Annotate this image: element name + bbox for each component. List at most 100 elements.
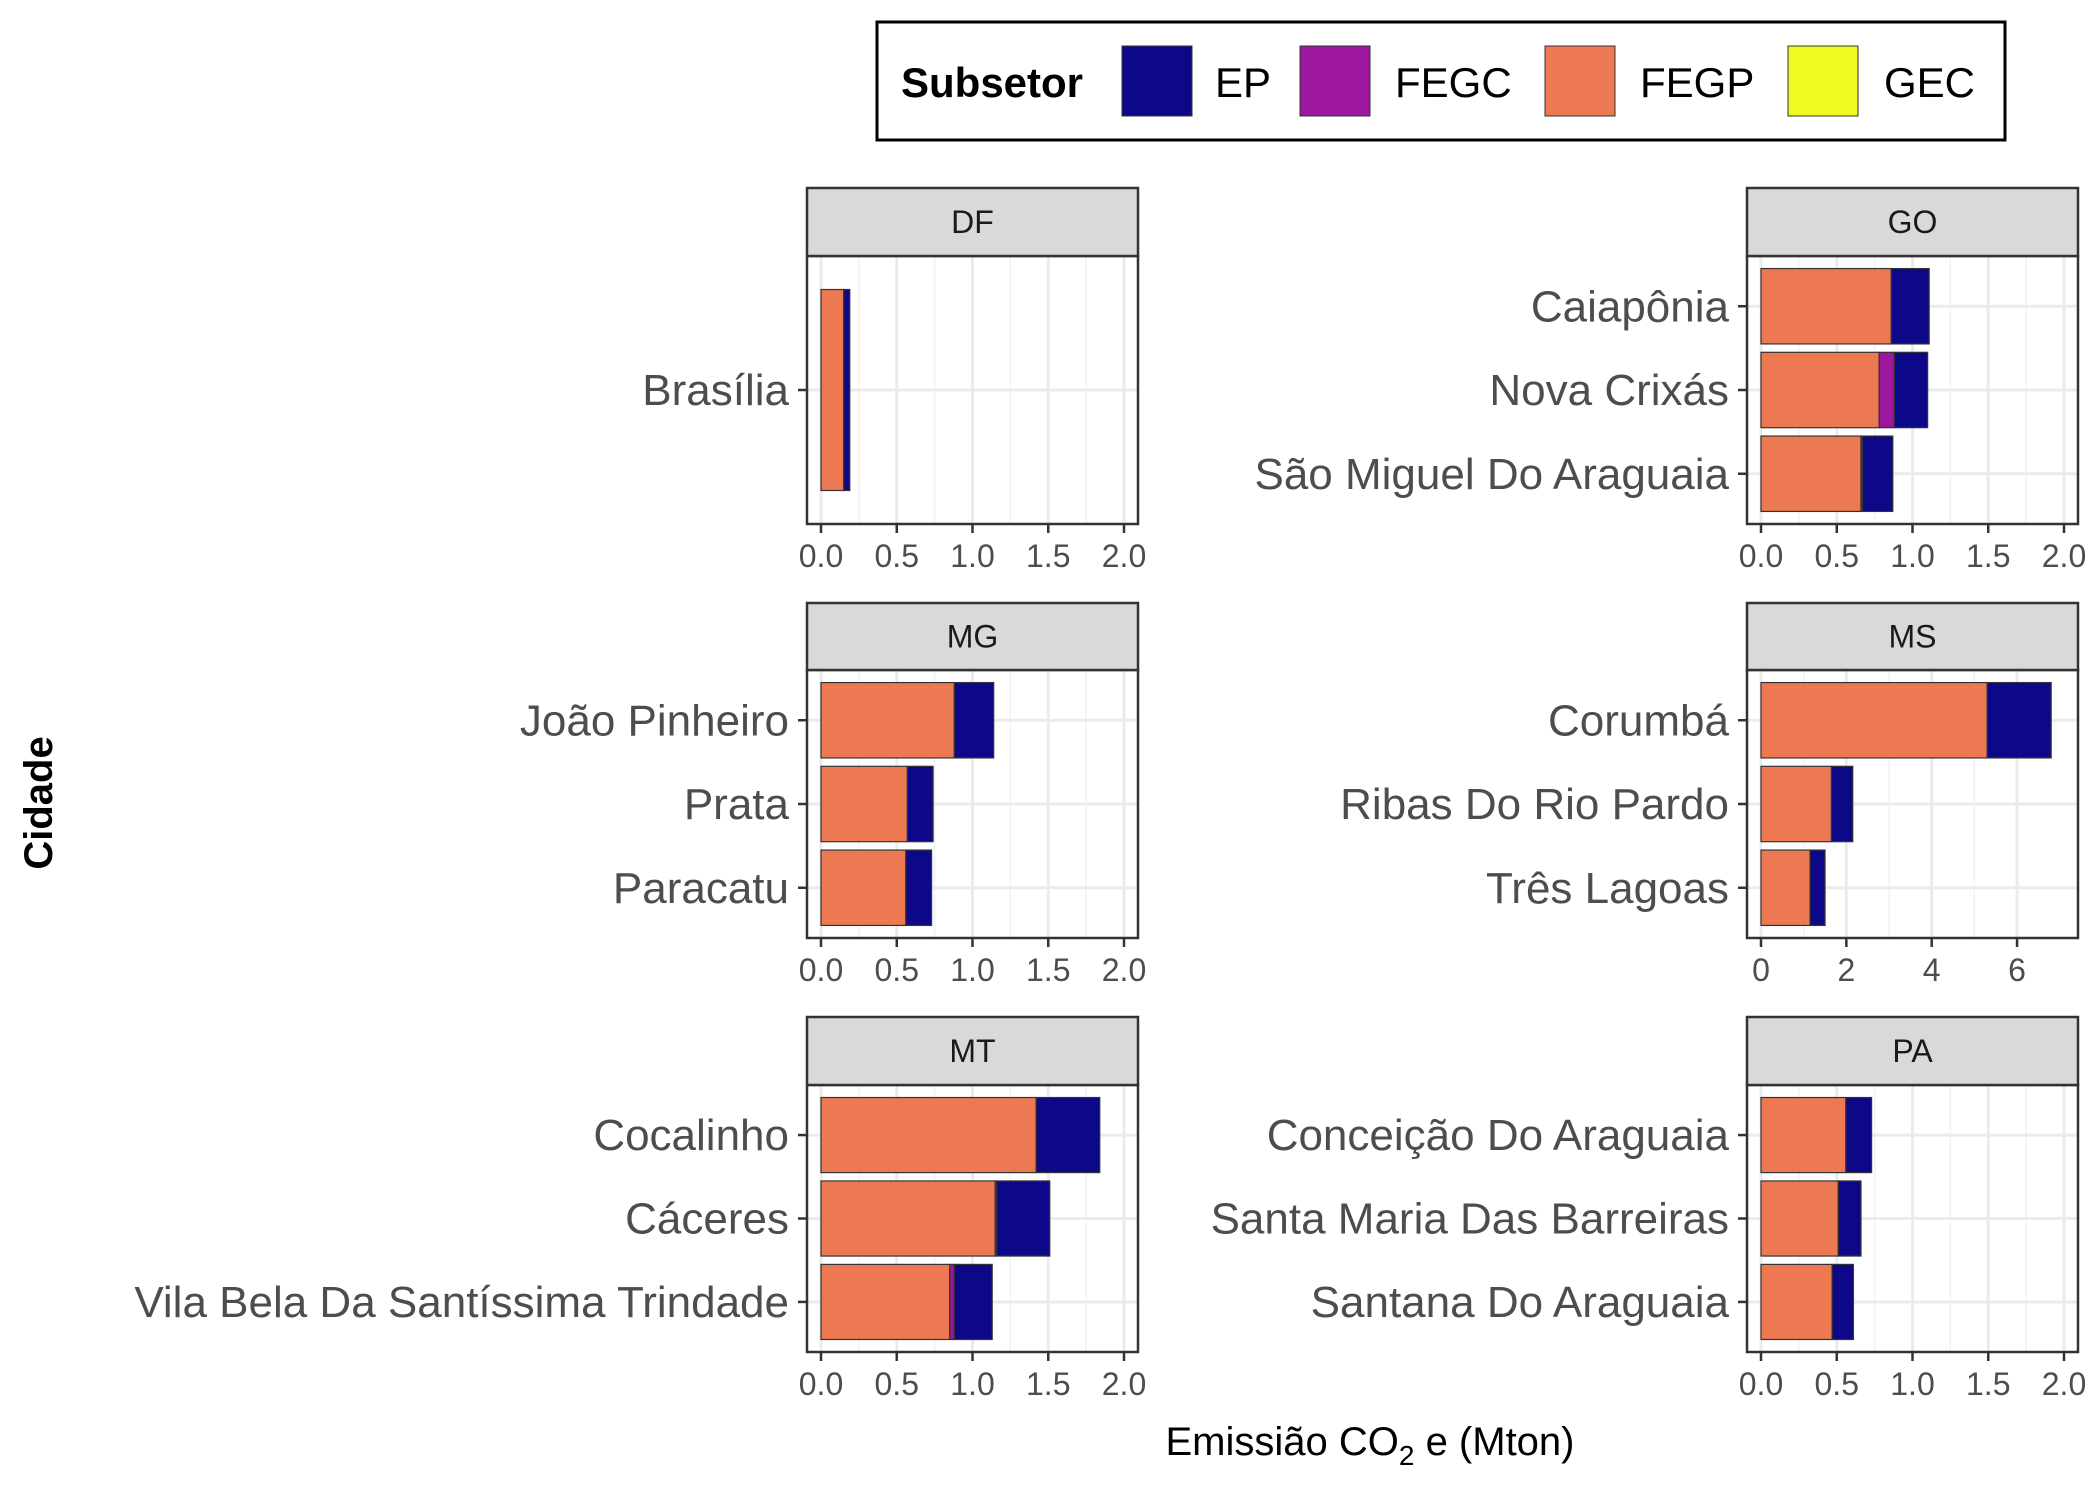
facet-strip-label: DF bbox=[951, 204, 994, 240]
bar-segment-ep bbox=[1861, 435, 1894, 513]
bar-segment-fegc bbox=[949, 1263, 955, 1341]
bar-segment-fegp bbox=[1760, 435, 1862, 513]
bar-group-cocalinho bbox=[820, 1096, 1101, 1174]
x-tick-label: 0.5 bbox=[1815, 1366, 1859, 1402]
x-tick-label: 4 bbox=[1923, 952, 1941, 988]
bar-group-brasilia bbox=[820, 288, 851, 492]
bar-segment-fegp bbox=[1760, 765, 1833, 843]
y-tick-label: Brasília bbox=[642, 366, 789, 415]
bar-segment-ep bbox=[1809, 849, 1826, 927]
x-tick-label: 1.5 bbox=[1966, 538, 2010, 574]
legend-title: Subsetor bbox=[901, 59, 1083, 106]
y-tick-label: Cocalinho bbox=[593, 1111, 789, 1160]
bar-segment-ep bbox=[1890, 267, 1930, 345]
bar-group-joao-pinheiro bbox=[820, 681, 995, 759]
x-axis-title: Emissião CO2 e (Mton) bbox=[1165, 1420, 1574, 1471]
bar-segment-fegp bbox=[1760, 267, 1892, 345]
bar-segment-fegp bbox=[820, 1096, 1037, 1174]
facet-strip-label: MS bbox=[1889, 619, 1937, 655]
bar-segment-ep bbox=[1035, 1096, 1101, 1174]
bar-segment-fegp bbox=[820, 288, 845, 492]
x-tick-label: 0.0 bbox=[799, 538, 843, 574]
x-tick-label: 1.5 bbox=[1026, 1366, 1070, 1402]
x-tick-label: 1.5 bbox=[1026, 952, 1070, 988]
facet-strip-label: MT bbox=[949, 1033, 995, 1069]
y-tick-label: Caiapônia bbox=[1531, 282, 1730, 331]
x-tick-label: 1.5 bbox=[1966, 1366, 2010, 1402]
bar-segment-fegp bbox=[820, 765, 908, 843]
panel-pa: Conceição Do Araguaia Santa Maria Das Bar… bbox=[1211, 1015, 2086, 1402]
bar-segment-fegp bbox=[1760, 351, 1880, 429]
x-tick-label: 0.5 bbox=[1815, 538, 1859, 574]
bar-group-paracatu bbox=[820, 849, 933, 927]
bar-segment-ep bbox=[1845, 1096, 1873, 1174]
x-axis-title-subscript: 2 bbox=[1399, 1440, 1415, 1471]
x-axis-title-main: Emissião CO bbox=[1165, 1420, 1398, 1464]
y-axis-title: Cidade bbox=[17, 736, 61, 869]
legend-key-fegc bbox=[1299, 45, 1371, 117]
bar-segment-ep bbox=[1831, 1263, 1855, 1341]
x-tick-label: 1.5 bbox=[1026, 538, 1070, 574]
facet-strip bbox=[1745, 186, 2080, 258]
x-tick-label: 6 bbox=[2008, 952, 2026, 988]
facet-strip bbox=[1745, 1015, 2080, 1087]
y-tick-label: Santa Maria Das Barreiras bbox=[1211, 1195, 1729, 1244]
bar-group-prata bbox=[820, 765, 934, 843]
bar-segment-ep bbox=[906, 765, 934, 843]
bar-group-ribas-do-rio-pardo bbox=[1760, 765, 1854, 843]
facet-strip-label: GO bbox=[1888, 204, 1938, 240]
y-tick-label: João Pinheiro bbox=[520, 696, 789, 745]
bar-group-conceicao-do-araguaia bbox=[1760, 1096, 1873, 1174]
x-axis-title-unit: e (Mton) bbox=[1414, 1420, 1574, 1464]
x-tick-label: 2 bbox=[1837, 952, 1855, 988]
facet-strip-label: PA bbox=[1892, 1033, 1933, 1069]
bar-segment-fegp bbox=[820, 849, 907, 927]
y-tick-label: Ribas Do Rio Pardo bbox=[1340, 780, 1729, 829]
bar-group-nova-crixas bbox=[1760, 351, 1929, 429]
y-tick-label: Corumbá bbox=[1548, 696, 1729, 745]
legend-key-fegp bbox=[1544, 45, 1616, 117]
y-tick-label: Vila Bela Da Santíssima Trindade bbox=[134, 1278, 789, 1327]
panel-go: Caiapônia Nova Crixás São Miguel Do Aragua… bbox=[1254, 186, 2086, 574]
y-tick-label: Paracatu bbox=[613, 864, 789, 913]
legend-label-fegc: FEGC bbox=[1395, 59, 1512, 106]
x-tick-label: 1.0 bbox=[950, 1366, 994, 1402]
facet-panels: Brasília 0.0 0.5 1.0 1.5 2.0 DF Caiapônia Nova C… bbox=[134, 186, 2086, 1402]
x-tick-label: 0.5 bbox=[875, 1366, 919, 1402]
y-tick-label: Prata bbox=[684, 780, 790, 829]
panel-mt: Cocalinho Cáceres Vila Bela Da Santíssima … bbox=[134, 1015, 1146, 1402]
bar-segment-ep bbox=[1830, 765, 1854, 843]
bar-segment-ep bbox=[953, 681, 995, 759]
bar-group-vila-bela-da-santissima-trindade bbox=[820, 1263, 993, 1341]
bar-segment-fegp bbox=[1760, 1096, 1847, 1174]
bar-group-tres-lagoas bbox=[1760, 849, 1826, 927]
legend-key-gec bbox=[1787, 45, 1859, 117]
bar-segment-ep bbox=[953, 1263, 993, 1341]
facet-strip bbox=[1745, 601, 2080, 672]
bar-segment-ep bbox=[1893, 351, 1929, 429]
x-tick-label: 2.0 bbox=[1102, 1366, 1146, 1402]
bar-group-santana-do-araguaia bbox=[1760, 1263, 1855, 1341]
y-tick-label: Três Lagoas bbox=[1486, 864, 1729, 913]
bar-segment-ep bbox=[843, 288, 851, 492]
panel-df: Brasília 0.0 0.5 1.0 1.5 2.0 DF bbox=[642, 186, 1146, 574]
x-tick-label: 0.5 bbox=[875, 538, 919, 574]
panel-mg: João Pinheiro Prata Paracatu 0.0 0.5 1.0 1.5 2.… bbox=[520, 601, 1146, 988]
bar-segment-fegp bbox=[1760, 1263, 1833, 1341]
legend-label-fegp: FEGP bbox=[1640, 59, 1754, 106]
x-tick-label: 1.0 bbox=[950, 538, 994, 574]
bar-group-corumba bbox=[1760, 681, 2052, 759]
x-tick-label: 2.0 bbox=[1102, 952, 1146, 988]
bar-segment-fegc bbox=[1878, 351, 1895, 429]
x-tick-label: 2.0 bbox=[2042, 538, 2086, 574]
legend-label-gec: GEC bbox=[1884, 59, 1975, 106]
bar-segment-fegp bbox=[820, 681, 955, 759]
y-tick-label: Conceição Do Araguaia bbox=[1267, 1111, 1730, 1160]
x-tick-label: 1.0 bbox=[950, 952, 994, 988]
bar-segment-fegp bbox=[1760, 849, 1811, 927]
facet-strip bbox=[805, 601, 1140, 672]
bar-group-sao-miguel-do-araguaia bbox=[1760, 435, 1894, 513]
facet-strip bbox=[805, 1015, 1140, 1087]
